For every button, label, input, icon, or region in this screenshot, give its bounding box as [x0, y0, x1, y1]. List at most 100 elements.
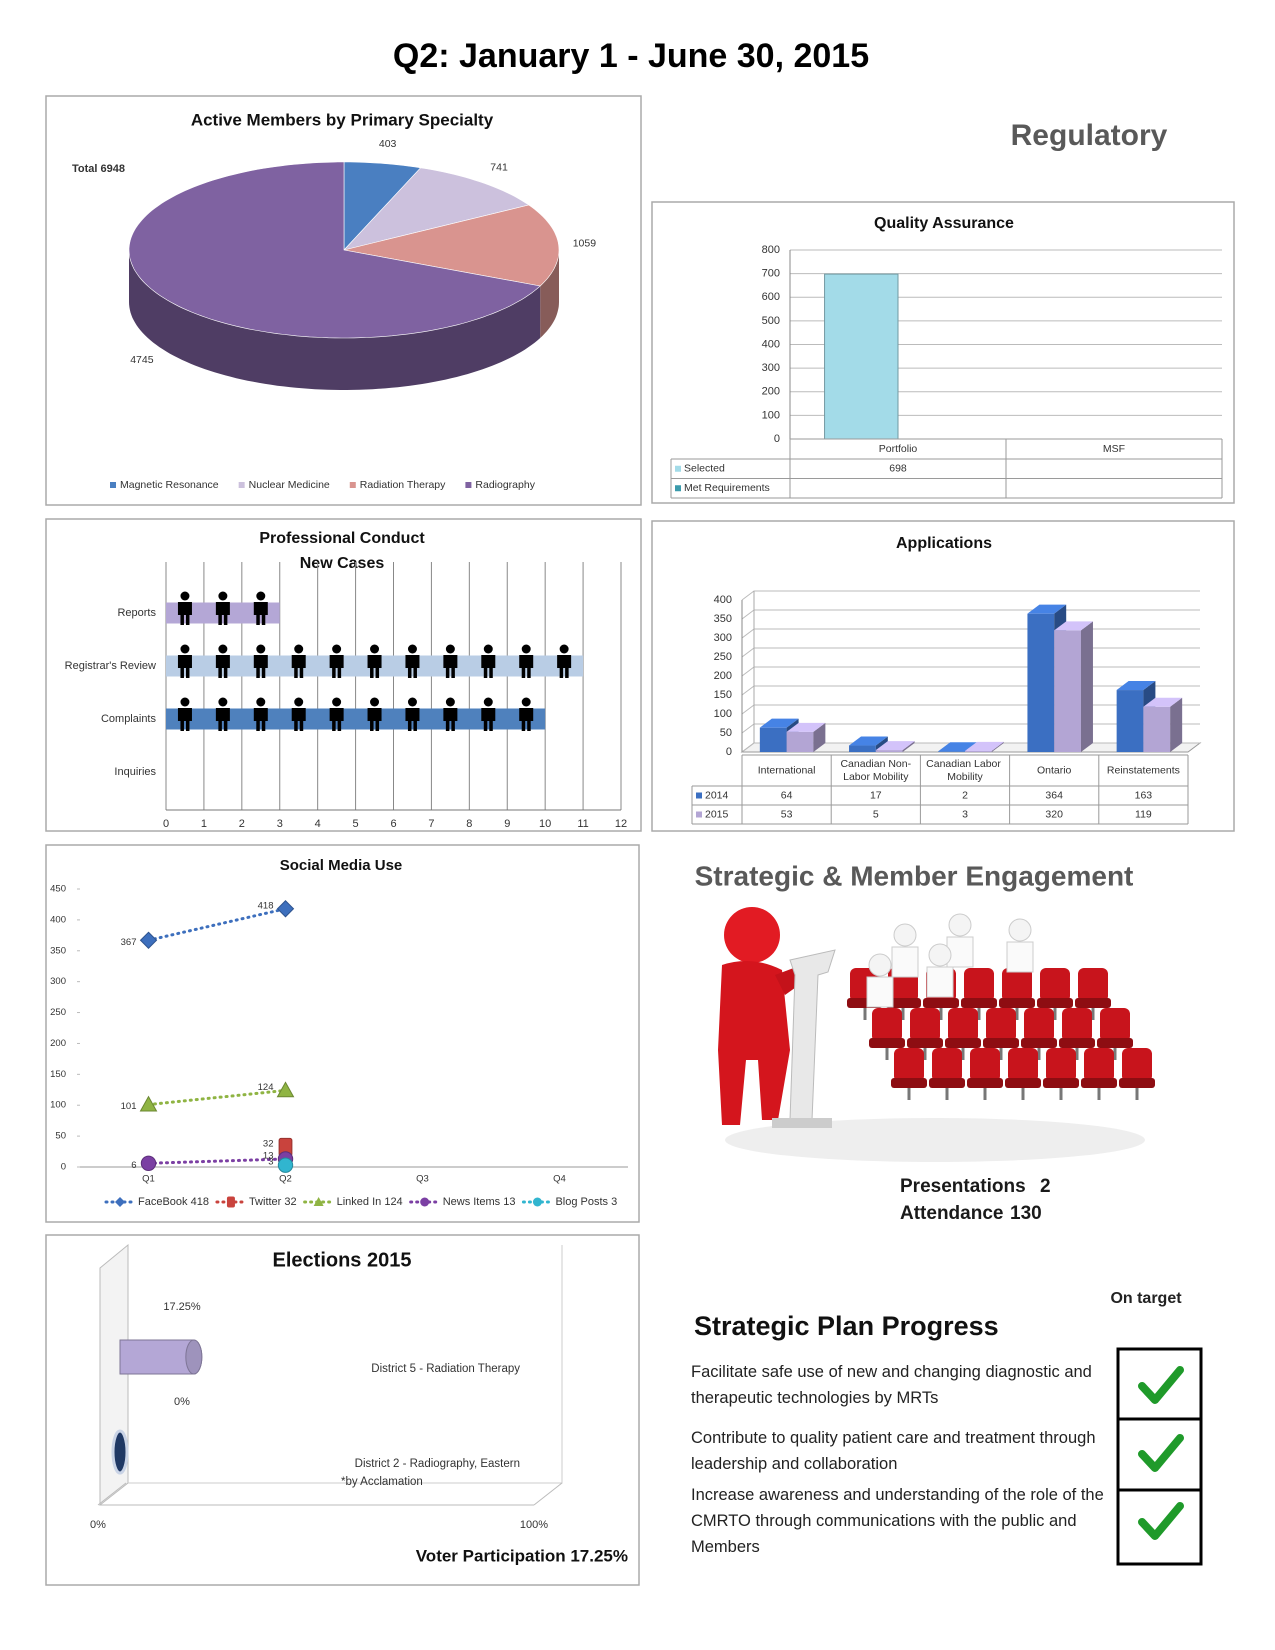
bar-top [1027, 604, 1067, 614]
data-label: 101 [121, 1101, 137, 1112]
icon-head [332, 697, 342, 707]
bar-top [849, 736, 888, 746]
y-tick-label: 600 [762, 291, 780, 303]
chair-back [910, 1008, 940, 1042]
section-heading: Strategic & Member Engagement [695, 860, 1134, 891]
y-tick-label: 450 [50, 884, 66, 895]
table-value: 2 [962, 789, 968, 801]
section-heading: Regulatory [1011, 119, 1168, 152]
pictograph-icon [519, 697, 534, 731]
y-tick-label: 250 [714, 651, 732, 663]
legend-swatch [110, 482, 116, 488]
bar-front [1143, 706, 1171, 752]
chair-back [894, 1048, 924, 1082]
icon-head [256, 697, 266, 707]
pie-top [343, 204, 560, 287]
podium [789, 949, 836, 1121]
data-label: 0% [174, 1396, 190, 1408]
pictograph-icon [215, 644, 230, 678]
legend-swatch [238, 482, 245, 488]
pie-top [343, 167, 530, 251]
legend-swatch [349, 482, 356, 488]
y-tick-label: Reports [117, 607, 156, 619]
legend-label: FaceBook 418 [138, 1196, 209, 1208]
pictograph-icon [367, 644, 382, 678]
bar [111, 1429, 129, 1475]
bar [119, 1339, 203, 1375]
legend-label: Radiography [475, 479, 535, 491]
bar-front [1116, 690, 1144, 752]
icon-head [445, 697, 455, 707]
pictograph-icon [557, 644, 572, 678]
data-label: 418 [258, 900, 274, 911]
bar-side [1170, 697, 1183, 752]
pictograph-icon [253, 644, 268, 678]
pie-side [540, 250, 559, 338]
x-tick-label: MSF [1103, 443, 1125, 455]
grid-line [533, 1482, 563, 1506]
icon-body [443, 708, 458, 731]
legend-label: Linked In 124 [337, 1196, 403, 1208]
illustration [718, 907, 1155, 1162]
icon-head [256, 644, 266, 654]
icon-body [481, 708, 496, 731]
x-tick-label: 11 [577, 818, 588, 830]
bar-top [759, 718, 799, 728]
pictograph-icon [215, 697, 230, 731]
chair-seat [885, 998, 921, 1008]
audience-head [1008, 918, 1032, 942]
chart-title: Active Members by Primary Specialty [191, 110, 494, 129]
pie-slice [128, 161, 541, 390]
legend-label: News Items 13 [443, 1196, 516, 1208]
table-value: 364 [1045, 789, 1063, 801]
chart-title: Elections 2015 [273, 1249, 412, 1271]
y-tick-label: Registrar's Review [65, 660, 156, 672]
chart-title: Quality Assurance [874, 215, 1014, 232]
icon-body [481, 655, 496, 678]
legend-swatch [696, 811, 702, 818]
plan-item: Facilitate safe use of new and changing … [691, 1363, 1092, 1407]
icon-head [218, 591, 228, 601]
category-label: District 2 - Radiography, Eastern [355, 1458, 520, 1470]
cylinder-cap [185, 1339, 203, 1375]
icon-body [253, 602, 268, 625]
marker [226, 1196, 235, 1208]
y-tick-label: 700 [762, 268, 780, 280]
legend-label: 2014 [705, 789, 729, 801]
audience-head [868, 953, 892, 977]
icon-body [177, 655, 192, 678]
bar-top [965, 741, 1004, 751]
chair-seat [1005, 1078, 1041, 1088]
legend-label: Met Requirements [684, 482, 770, 494]
y-tick-label: 0 [726, 746, 732, 758]
metric-label: Presentations [900, 1176, 1026, 1197]
x-tick-label: 8 [466, 818, 472, 830]
chair-seat [1059, 1038, 1095, 1048]
icon-head [294, 644, 304, 654]
x-tick-label: Q2 [279, 1174, 292, 1185]
pictograph-icon [405, 644, 420, 678]
icon-head [521, 697, 531, 707]
icon-head [407, 697, 417, 707]
metric-value: 130 [1010, 1203, 1042, 1224]
icon-head [180, 697, 190, 707]
x-tick-label: Canadian Labor Mobility [926, 758, 1004, 783]
legend-label: Nuclear Medicine [249, 479, 330, 491]
x-tick-label: 9 [504, 818, 510, 830]
marker [420, 1197, 430, 1207]
pictograph-icon [405, 697, 420, 731]
chair-seat [869, 1038, 905, 1048]
icon-head [294, 697, 304, 707]
pie-slice [343, 161, 422, 251]
x-tick-label: 3 [277, 818, 283, 830]
audience-body [926, 966, 954, 998]
panel [45, 1234, 640, 1586]
pie-side [129, 250, 541, 390]
chair-seat [1075, 998, 1111, 1008]
data-label: 17.25% [163, 1301, 201, 1313]
x-tick-label: 10 [539, 818, 551, 830]
icon-head [521, 644, 531, 654]
x-tick-label: Q1 [142, 1174, 155, 1185]
audience-head [928, 943, 952, 967]
